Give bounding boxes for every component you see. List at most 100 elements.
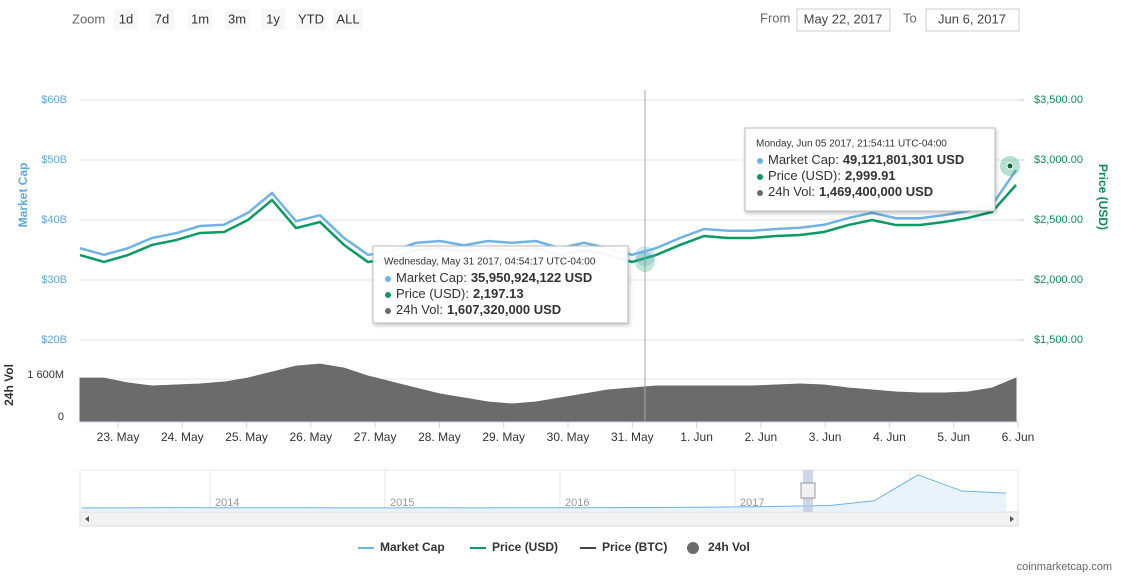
- x-tick-label: 25. May: [225, 430, 268, 444]
- y2-tick-label: $2,500.00: [1034, 214, 1083, 226]
- y-tick-label: $50B: [41, 154, 67, 166]
- zoom-button[interactable]: [225, 9, 249, 30]
- navigator-year: 2015: [390, 497, 414, 509]
- x-tick-label: 4. Jun: [873, 430, 906, 444]
- navigator-area: [82, 474, 1006, 511]
- y-tick-label: $20B: [41, 334, 67, 346]
- x-tick-label: 1. Jun: [680, 430, 713, 444]
- tooltip-dot: [757, 190, 763, 196]
- navigator-year: 2014: [215, 497, 239, 509]
- y2-tick-label: $3,000.00: [1034, 154, 1083, 166]
- x-tick-label: 26. May: [290, 430, 333, 444]
- to-label: To: [903, 10, 917, 25]
- zoom-button-label: 3m: [228, 11, 246, 26]
- tooltip-box: [372, 245, 629, 324]
- x-tick-label: 2. Jun: [745, 430, 778, 444]
- legend-label[interactable]: 24h Vol: [708, 540, 750, 554]
- x-tick-label: 31. May: [611, 430, 654, 444]
- tooltip-row: 24h Vol: 1,469,400,000 USD: [768, 184, 933, 199]
- navigator: 20142015201620172018: [79, 469, 1019, 527]
- tooltip-date: Monday, Jun 05 2017, 21:54:11 UTC-04:00: [756, 139, 947, 150]
- x-tick-label: 30. May: [547, 430, 590, 444]
- tooltip-date: Wednesday, May 31 2017, 04:54:17 UTC-04:…: [384, 257, 596, 268]
- y-tick-label: $60B: [41, 94, 67, 106]
- x-tick-label: 23. May: [97, 430, 140, 444]
- tooltip-box: [744, 127, 996, 212]
- tooltip-dot: [385, 308, 391, 314]
- hover-halo: [635, 246, 655, 266]
- tooltip: Monday, Jun 05 2017, 21:54:11 UTC-04:00 M…: [744, 127, 996, 212]
- x-tick-label: 29. May: [482, 430, 525, 444]
- x-tick-label: 28. May: [418, 430, 461, 444]
- scroll-left[interactable]: [85, 516, 89, 522]
- legend: Market Cap Price (USD) Price (BTC) 24h Vol: [358, 540, 750, 554]
- y2-tick-label: $1,500.00: [1034, 334, 1083, 346]
- tooltip-dot: [757, 158, 763, 164]
- tooltip-dot: [757, 174, 763, 180]
- tooltip: Wednesday, May 31 2017, 04:54:17 UTC-04:…: [372, 245, 629, 324]
- from-input[interactable]: [796, 8, 891, 32]
- navigator-year: 2017: [740, 497, 764, 509]
- tooltip-value: 35,950,924,122 USD: [471, 270, 592, 285]
- navigator-handle[interactable]: [800, 482, 816, 499]
- tooltip-label: Market Cap:: [396, 270, 467, 285]
- zoom-button-label: 1d: [119, 11, 133, 26]
- zoom-button[interactable]: [296, 9, 326, 30]
- scrollbar[interactable]: [79, 511, 1019, 527]
- zoom-button-label: 1m: [191, 11, 209, 26]
- legend-label[interactable]: Market Cap: [380, 540, 445, 554]
- x-tick-label: 6. Jun: [1002, 430, 1035, 444]
- to-input[interactable]: [925, 8, 1020, 32]
- y-tick-label: $30B: [41, 274, 67, 286]
- x-tick-label: 27. May: [354, 430, 397, 444]
- y2-axis-title: Price (USD): [1096, 164, 1110, 230]
- tooltip-value: 49,121,801,301 USD: [843, 152, 964, 167]
- zoom-button-label: YTD: [298, 11, 324, 26]
- plot: [79, 99, 1024, 428]
- vol-tick-label: 1 600M: [27, 369, 64, 381]
- zoom-button-label: ALL: [336, 11, 359, 26]
- tooltip-label: Price (USD):: [768, 168, 841, 183]
- tooltip-label: 24h Vol:: [768, 184, 815, 199]
- tooltip-row: Price (USD): 2,197.13: [396, 286, 524, 301]
- x-tick-label: 24. May: [161, 430, 204, 444]
- vol-axis-title: 24h Vol: [2, 364, 16, 406]
- tooltip-label: Price (USD):: [396, 286, 469, 301]
- navigator-line: [82, 474, 1007, 509]
- hover-point: [1006, 162, 1014, 170]
- credit: coinmarketcap.com: [1017, 561, 1112, 573]
- to-value: Jun 6, 2017: [938, 11, 1006, 26]
- tooltip-value: 2,999.91: [845, 168, 896, 183]
- legend-symbol[interactable]: [687, 542, 699, 554]
- zoom-button[interactable]: [114, 9, 138, 30]
- series-line: [79, 169, 1018, 257]
- zoom-button[interactable]: [261, 9, 285, 30]
- tooltip-row: Price (USD): 2,999.91: [768, 168, 896, 183]
- zoom-button[interactable]: [333, 9, 363, 30]
- tooltip-row: Market Cap: 35,950,924,122 USD: [396, 270, 592, 285]
- tooltip-value: 1,469,400,000 USD: [819, 184, 933, 199]
- from-value: May 22, 2017: [804, 11, 883, 26]
- hover-halo: [635, 252, 655, 272]
- tooltip-row: Market Cap: 49,121,801,301 USD: [768, 152, 964, 167]
- zoom-button-label: 1y: [266, 11, 280, 26]
- legend-label[interactable]: Price (USD): [492, 540, 558, 554]
- zoom-label: Zoom: [72, 11, 105, 26]
- zoom-button[interactable]: [188, 9, 212, 30]
- tooltip-value: 2,197.13: [473, 286, 524, 301]
- y-axis-title: Market Cap: [16, 163, 30, 228]
- tooltip-value: 1,607,320,000 USD: [447, 302, 561, 317]
- tooltip-dot: [385, 292, 391, 298]
- tooltip-row: 24h Vol: 1,607,320,000 USD: [396, 302, 561, 317]
- volume-area: [79, 363, 1017, 422]
- y2-tick-label: $3,500.00: [1034, 94, 1083, 106]
- x-tick-label: 3. Jun: [809, 430, 842, 444]
- zoom-button-label: 7d: [155, 11, 169, 26]
- zoom-button[interactable]: [150, 9, 174, 30]
- tooltip-label: 24h Vol:: [396, 302, 443, 317]
- scroll-right[interactable]: [1010, 516, 1014, 522]
- legend-label[interactable]: Price (BTC): [602, 540, 667, 554]
- navigator-year: 2016: [565, 497, 589, 509]
- vol-tick-label: 0: [58, 411, 64, 423]
